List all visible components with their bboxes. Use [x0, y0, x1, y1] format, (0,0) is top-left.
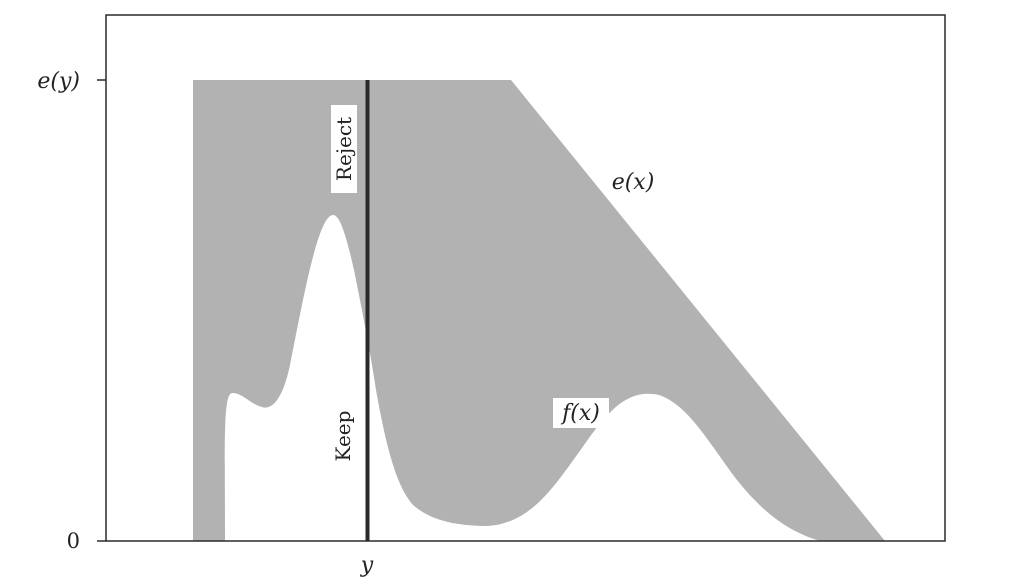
rejection-region — [193, 80, 885, 541]
reject-label: Reject — [331, 105, 357, 193]
density-label: f(x) — [560, 401, 600, 426]
y-tick-label-bottom: 0 — [67, 529, 80, 553]
reject-label-box — [331, 105, 357, 193]
keep-label: Keep — [331, 411, 355, 462]
reject-label-text: Reject — [332, 117, 356, 181]
y-tick-label-top: e(y) — [37, 69, 80, 94]
keep-label-text: Keep — [331, 411, 355, 462]
density-label-box — [553, 398, 609, 428]
x-tick-label: y — [360, 553, 374, 578]
plot-frame — [105, 14, 946, 542]
envelope-label: e(x) — [612, 170, 655, 195]
